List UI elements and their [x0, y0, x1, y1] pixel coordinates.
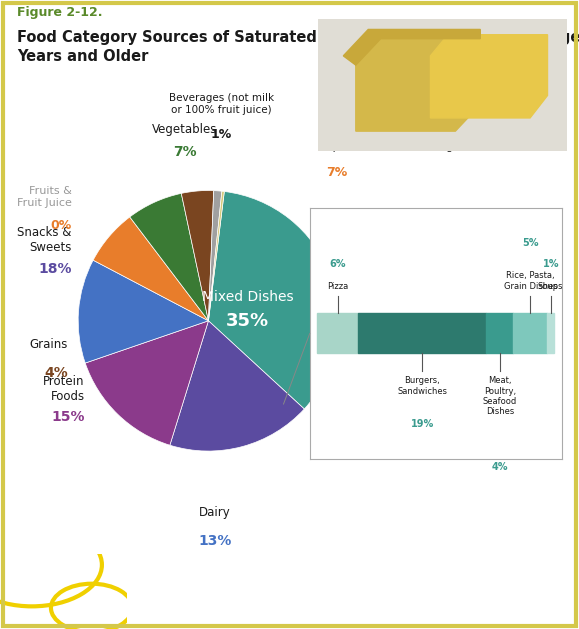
Text: 35%: 35% [226, 312, 269, 330]
Bar [514, 313, 547, 353]
Polygon shape [356, 38, 480, 131]
Text: 13%: 13% [198, 535, 232, 548]
Text: 6%: 6% [329, 259, 346, 269]
Wedge shape [93, 217, 208, 321]
Bar [486, 313, 514, 353]
Text: Food Category Sources of Saturated Fats in the U.S. Population Ages 2
Years and : Food Category Sources of Saturated Fats … [17, 30, 579, 64]
Text: Dairy: Dairy [199, 506, 231, 519]
Text: Burgers,
Sandwiches: Burgers, Sandwiches [397, 376, 447, 396]
Text: 5%: 5% [522, 238, 538, 248]
Text: Vegetables: Vegetables [152, 123, 218, 136]
Text: 4%: 4% [492, 462, 508, 472]
Text: Rice, Pasta,
Grain Dishes: Rice, Pasta, Grain Dishes [504, 271, 557, 291]
Text: Condiments, Gravies,
Spreads, Salad Dressings: Condiments, Gravies, Spreads, Salad Dres… [325, 130, 458, 152]
Text: 4%: 4% [44, 366, 68, 380]
Bar [358, 313, 486, 353]
Text: 19%: 19% [411, 419, 434, 429]
Text: 15%: 15% [51, 410, 85, 424]
Wedge shape [181, 191, 214, 321]
Bar [317, 313, 358, 353]
Wedge shape [208, 191, 339, 409]
Text: Grains: Grains [30, 338, 68, 351]
Text: 1%: 1% [543, 259, 559, 269]
Wedge shape [170, 321, 305, 451]
Bar [547, 313, 554, 353]
Text: 0%: 0% [50, 219, 72, 232]
Text: Pizza: Pizza [327, 282, 348, 291]
Wedge shape [130, 193, 208, 321]
Wedge shape [78, 260, 208, 363]
Wedge shape [85, 321, 208, 445]
Text: Protein
Foods: Protein Foods [43, 374, 85, 403]
Text: Fruits &
Fruit Juice: Fruits & Fruit Juice [17, 186, 72, 208]
Polygon shape [430, 35, 548, 118]
Text: Figure 2-12.: Figure 2-12. [17, 6, 103, 19]
Text: 7%: 7% [325, 166, 347, 179]
Text: 18%: 18% [38, 262, 72, 276]
Text: Snacks &
Sweets: Snacks & Sweets [17, 226, 72, 254]
Text: Mixed Dishes: Mixed Dishes [201, 291, 294, 304]
Text: Soups: Soups [538, 282, 563, 291]
Text: Beverages (not milk
or 100% fruit juice): Beverages (not milk or 100% fruit juice) [169, 93, 274, 115]
Text: 1%: 1% [211, 128, 232, 141]
Text: 7%: 7% [173, 145, 197, 159]
Text: Meat,
Poultry,
Seafood
Dishes: Meat, Poultry, Seafood Dishes [483, 376, 517, 416]
Wedge shape [208, 191, 224, 321]
Polygon shape [343, 30, 480, 65]
Wedge shape [208, 191, 222, 321]
